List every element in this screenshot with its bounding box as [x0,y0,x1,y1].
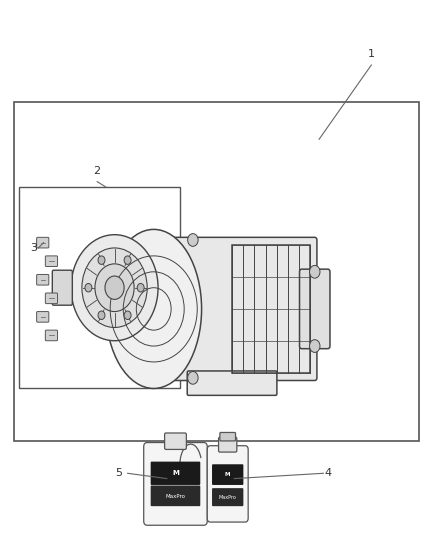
Ellipse shape [106,229,201,389]
Circle shape [310,340,320,352]
Circle shape [187,233,198,246]
FancyBboxPatch shape [37,312,49,322]
Circle shape [98,256,105,264]
FancyBboxPatch shape [144,442,207,525]
FancyBboxPatch shape [46,293,57,304]
FancyBboxPatch shape [173,237,317,381]
FancyBboxPatch shape [212,488,244,506]
FancyBboxPatch shape [187,371,277,395]
Circle shape [124,256,131,264]
Bar [14,102,419,441]
FancyBboxPatch shape [46,330,57,341]
FancyBboxPatch shape [37,237,49,248]
FancyBboxPatch shape [220,432,236,441]
Text: MaxPro: MaxPro [219,495,237,499]
FancyBboxPatch shape [165,433,186,449]
Circle shape [124,311,131,319]
FancyBboxPatch shape [300,269,330,349]
Circle shape [95,264,134,312]
Circle shape [98,311,105,319]
Text: 3: 3 [31,243,38,253]
Text: 4: 4 [324,469,332,478]
Circle shape [310,265,320,278]
Text: M: M [172,470,179,477]
Text: M: M [225,472,230,478]
Text: 2: 2 [94,166,101,176]
FancyBboxPatch shape [37,274,49,285]
Text: 5: 5 [115,469,122,478]
FancyBboxPatch shape [207,446,248,522]
FancyBboxPatch shape [212,464,244,485]
Bar [232,245,311,373]
Text: 1: 1 [368,50,375,59]
Bar [19,187,180,389]
FancyBboxPatch shape [151,462,200,485]
Text: MaxPro: MaxPro [166,494,185,498]
FancyBboxPatch shape [151,486,200,506]
Circle shape [82,248,147,327]
Circle shape [71,235,158,341]
FancyBboxPatch shape [46,256,57,266]
Circle shape [187,372,198,384]
FancyBboxPatch shape [52,270,72,305]
FancyBboxPatch shape [219,437,237,452]
Circle shape [137,284,144,292]
Circle shape [85,284,92,292]
Circle shape [105,276,124,300]
